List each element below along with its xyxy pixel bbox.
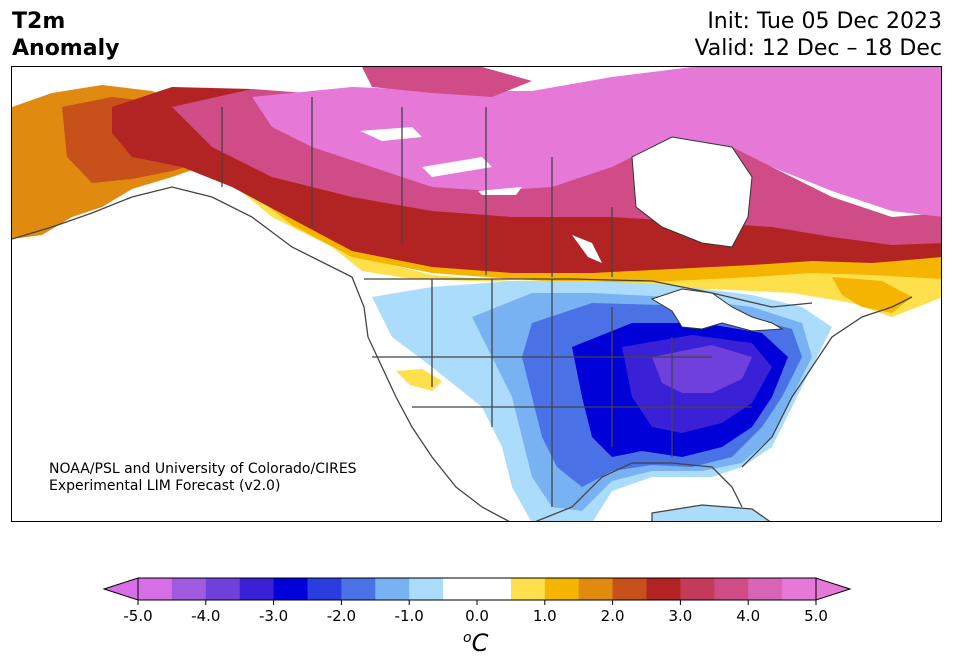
colorbar-segment [273, 578, 308, 600]
colorbar-segment [544, 578, 580, 600]
great-slave-white [478, 187, 522, 195]
colorbar-segment [714, 578, 749, 600]
degree-symbol: o [463, 630, 472, 646]
colorbar-segment [409, 578, 444, 600]
boundaries [12, 97, 913, 521]
colorbar-over-arrow [815, 577, 852, 601]
colorbar-segment [443, 578, 478, 600]
colorbar-tick-label: 4.0 [736, 607, 760, 625]
credit-text: NOAA/PSL and University of Colorado/CIRE… [49, 461, 357, 495]
us-states [372, 279, 752, 507]
colorbar-segment [239, 578, 275, 600]
colorbar-tick-label: 5.0 [804, 607, 828, 625]
colorbar-segment [782, 578, 817, 600]
yukon-lake-white [360, 127, 422, 141]
colorbar-segment [578, 578, 614, 600]
map-canvas [12, 67, 941, 521]
colorbar-segment [138, 578, 173, 600]
credit-line-2: Experimental LIM Forecast (v2.0) [49, 478, 281, 494]
colorbar-segment [171, 578, 207, 600]
warm-anomaly-region [12, 67, 941, 317]
colorbar-tick-label: -1.0 [395, 607, 424, 625]
colorbar-tick-label: 3.0 [668, 607, 692, 625]
colorbar-segment [748, 578, 783, 600]
colorbar-segment [341, 578, 376, 600]
east-coastline [741, 296, 913, 468]
colorbar-tick-label: -5.0 [123, 607, 152, 625]
colorbar-under-arrow [102, 577, 139, 601]
colorbar-tick-label: -2.0 [327, 607, 356, 625]
colorbar-tick-label: 1.0 [533, 607, 557, 625]
canada-provinces [221, 97, 613, 277]
colorbar-segment [375, 578, 410, 600]
canada-warm-max [252, 67, 941, 217]
anomaly-map [11, 66, 942, 522]
new-england-warm [832, 277, 912, 313]
colorbar-tick-label: -4.0 [191, 607, 220, 625]
gulf-coastline [535, 462, 743, 521]
colorbar-segment [680, 578, 715, 600]
title-line-2: Anomaly [12, 36, 120, 61]
colorbar-tick-label: -3.0 [259, 607, 288, 625]
forecast-dates: Init: Tue 05 Dec 2023 Valid: 12 Dec – 18… [694, 8, 942, 62]
canada-warm-orange [212, 163, 941, 283]
cold-anomaly-region [372, 281, 832, 521]
colorbar-segment [612, 578, 647, 600]
winnipeg-white [572, 235, 602, 263]
colorbar-ticks: -5.0 -4.0 -3.0 -2.0 -1.0 0.0 1.0 2.0 3.0 4.0 5.0 [123, 600, 828, 625]
colorbar-segment [646, 578, 681, 600]
colorbar-tick-label: 0.0 [465, 607, 489, 625]
credit-line-1: NOAA/PSL and University of Colorado/CIRE… [49, 461, 357, 477]
colorbar-segment [205, 578, 241, 600]
hudson-bay [631, 136, 753, 248]
valid-range: Valid: 12 Dec – 18 Dec [694, 36, 942, 61]
colorbar-segment [477, 578, 512, 600]
unit-letter: C [471, 629, 489, 657]
southwest-warm-spot [396, 369, 442, 391]
init-date: Init: Tue 05 Dec 2023 [707, 9, 942, 34]
west-coastline [12, 186, 510, 521]
colorbar-segment [510, 578, 546, 600]
colorbar-tick-label: 2.0 [601, 607, 625, 625]
colorbar-segments [138, 578, 817, 600]
colorbar-unit: oC [463, 629, 488, 657]
map-title: T2m Anomaly [12, 8, 119, 62]
great-bear-white [422, 157, 492, 177]
title-line-1: T2m [12, 9, 66, 34]
colorbar-segment [307, 578, 342, 600]
canada-north-coast [362, 67, 532, 97]
us-canada-border [364, 278, 813, 308]
canada-warm-yellow [212, 167, 941, 317]
cuba [651, 504, 771, 521]
